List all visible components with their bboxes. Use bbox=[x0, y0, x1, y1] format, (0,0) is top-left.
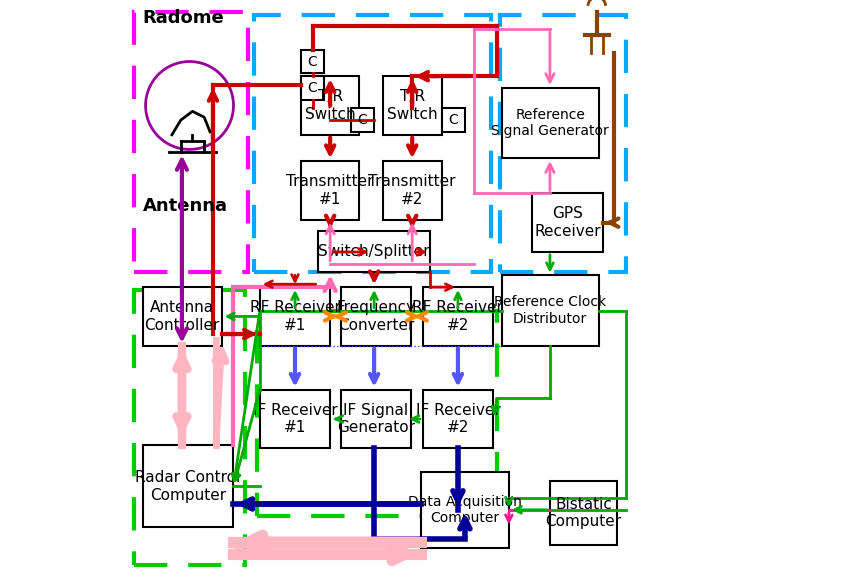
Text: Reference
Signal Generator: Reference Signal Generator bbox=[492, 108, 609, 138]
Text: Switch/Splitter: Switch/Splitter bbox=[318, 244, 430, 260]
Bar bbox=[257, 311, 497, 516]
Text: T/R
Switch: T/R Switch bbox=[305, 89, 355, 122]
Text: IF Receiver
#1: IF Receiver #1 bbox=[253, 403, 338, 435]
Bar bbox=[134, 290, 245, 565]
FancyBboxPatch shape bbox=[301, 76, 324, 100]
Text: Radome: Radome bbox=[142, 9, 225, 28]
Bar bbox=[254, 15, 492, 272]
FancyBboxPatch shape bbox=[142, 445, 233, 527]
Text: T/R
Switch: T/R Switch bbox=[386, 89, 438, 122]
FancyBboxPatch shape bbox=[318, 231, 429, 272]
Text: Antenna
Controller: Antenna Controller bbox=[145, 300, 220, 333]
FancyBboxPatch shape bbox=[383, 76, 441, 135]
Bar bbox=[134, 12, 248, 272]
Text: Frequency
Converter: Frequency Converter bbox=[336, 300, 415, 333]
FancyBboxPatch shape bbox=[301, 161, 360, 220]
FancyBboxPatch shape bbox=[301, 76, 360, 135]
Text: Antenna: Antenna bbox=[142, 197, 227, 215]
Text: RF Receiver
#1: RF Receiver #1 bbox=[249, 300, 340, 333]
Text: C: C bbox=[448, 113, 458, 127]
Bar bbox=[500, 15, 626, 272]
Text: IF Receiver
#2: IF Receiver #2 bbox=[416, 403, 500, 435]
FancyBboxPatch shape bbox=[421, 472, 509, 548]
FancyBboxPatch shape bbox=[502, 275, 599, 346]
Text: C: C bbox=[307, 81, 317, 95]
Text: IF Signal
Generator: IF Signal Generator bbox=[337, 403, 415, 435]
FancyBboxPatch shape bbox=[350, 108, 374, 132]
FancyBboxPatch shape bbox=[502, 88, 599, 158]
FancyBboxPatch shape bbox=[341, 287, 411, 346]
Text: Radar Control
Computer: Radar Control Computer bbox=[136, 470, 241, 503]
Text: RF Receiver
#2: RF Receiver #2 bbox=[413, 300, 504, 333]
FancyBboxPatch shape bbox=[301, 50, 324, 73]
Text: Data Acquisition
Computer: Data Acquisition Computer bbox=[408, 495, 522, 525]
FancyBboxPatch shape bbox=[532, 193, 603, 252]
Text: GPS
Receiver: GPS Receiver bbox=[534, 206, 601, 239]
Text: Transmitter
#2: Transmitter #2 bbox=[369, 174, 456, 207]
Text: C: C bbox=[307, 54, 317, 69]
FancyBboxPatch shape bbox=[423, 287, 493, 346]
Text: C: C bbox=[358, 113, 367, 127]
FancyBboxPatch shape bbox=[260, 287, 330, 346]
FancyBboxPatch shape bbox=[341, 390, 411, 448]
Text: Transmitter
#1: Transmitter #1 bbox=[286, 174, 374, 207]
FancyBboxPatch shape bbox=[441, 108, 465, 132]
FancyBboxPatch shape bbox=[423, 390, 493, 448]
FancyBboxPatch shape bbox=[142, 287, 221, 346]
FancyBboxPatch shape bbox=[260, 390, 330, 448]
FancyBboxPatch shape bbox=[550, 481, 617, 545]
Text: Reference Clock
Distributor: Reference Clock Distributor bbox=[494, 295, 606, 326]
Text: Bistatic
Computer: Bistatic Computer bbox=[546, 496, 621, 529]
FancyBboxPatch shape bbox=[383, 161, 441, 220]
